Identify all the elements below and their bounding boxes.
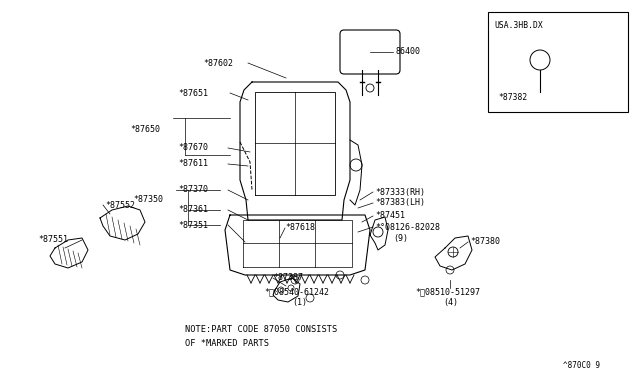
Bar [488, 12, 628, 112]
Text: *87552: *87552 [105, 201, 135, 209]
Text: *87383(LH): *87383(LH) [375, 199, 425, 208]
Text: USA.3HB.DX: USA.3HB.DX [494, 22, 543, 31]
Text: *87451: *87451 [375, 212, 405, 221]
Text: *87382: *87382 [498, 93, 527, 102]
Text: *87618: *87618 [285, 224, 315, 232]
Text: *87551: *87551 [38, 235, 68, 244]
Text: *°08126-82028: *°08126-82028 [375, 222, 440, 231]
Text: ^870C0 9: ^870C0 9 [563, 360, 600, 369]
Text: *Ⓝ08540-61242: *Ⓝ08540-61242 [264, 288, 329, 296]
Text: *Ⓝ08510-51297: *Ⓝ08510-51297 [415, 288, 480, 296]
Text: *87333(RH): *87333(RH) [375, 187, 425, 196]
Text: *87370: *87370 [178, 186, 208, 195]
Text: (1): (1) [292, 298, 307, 308]
Text: *87670: *87670 [178, 144, 208, 153]
Text: 86400: 86400 [395, 48, 420, 57]
Text: *87380: *87380 [470, 237, 500, 247]
Text: (4): (4) [443, 298, 458, 308]
Text: *87602: *87602 [203, 58, 233, 67]
Text: *87361: *87361 [178, 205, 208, 215]
Text: *87651: *87651 [178, 89, 208, 97]
Text: NOTE:PART CODE 87050 CONSISTS: NOTE:PART CODE 87050 CONSISTS [185, 326, 337, 334]
Text: (9): (9) [393, 234, 408, 243]
Text: OF *MARKED PARTS: OF *MARKED PARTS [185, 339, 269, 347]
Text: *87387: *87387 [273, 273, 303, 282]
Text: *87611: *87611 [178, 160, 208, 169]
Text: *87350: *87350 [133, 196, 163, 205]
Text: *87351: *87351 [178, 221, 208, 230]
Text: *87650: *87650 [130, 125, 160, 135]
